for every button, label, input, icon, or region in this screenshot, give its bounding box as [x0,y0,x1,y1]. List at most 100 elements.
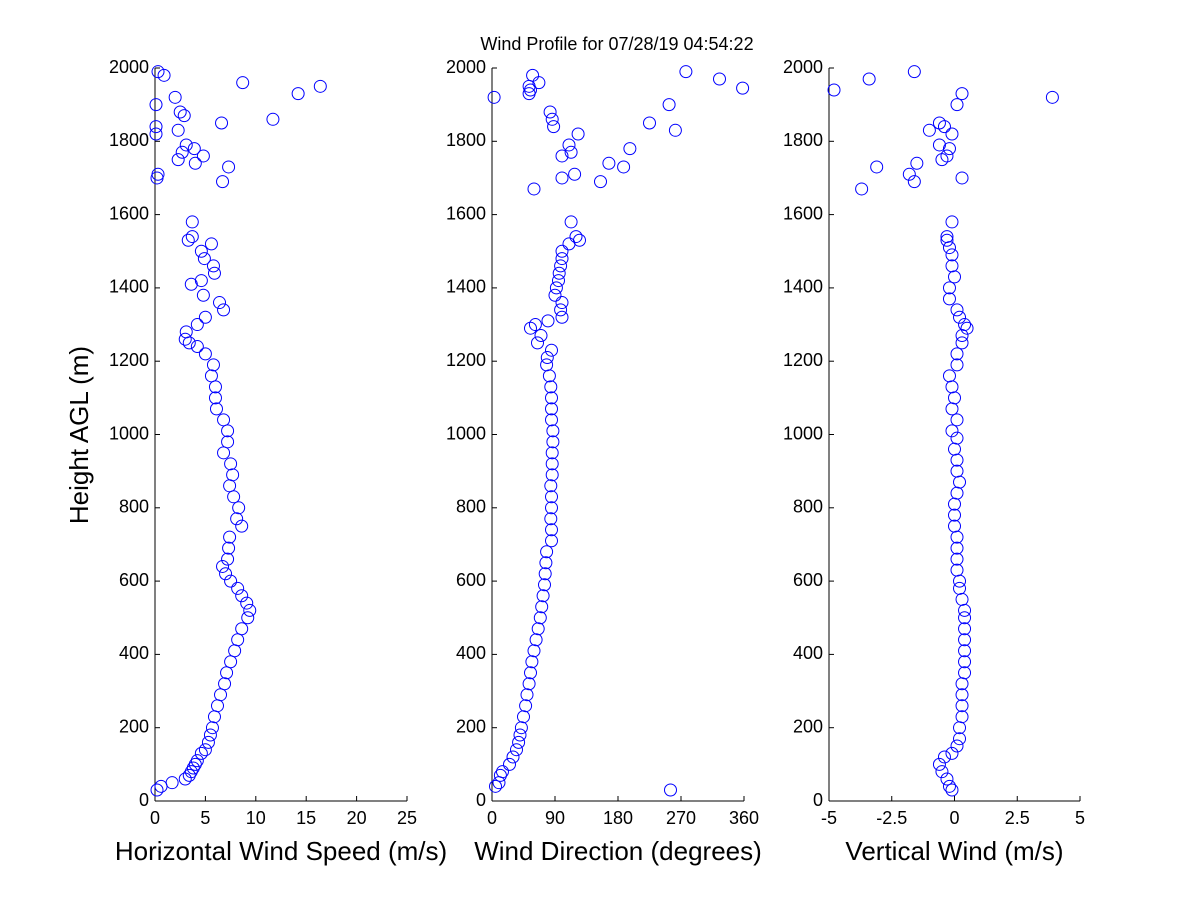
point [955,677,969,691]
point [178,772,192,786]
point [528,318,542,332]
point [958,611,972,625]
point [594,175,607,189]
point [203,728,217,742]
x-tick-label: 15 [296,808,316,828]
point [198,743,212,757]
point [942,369,956,383]
point [224,457,238,471]
point [220,666,234,680]
point [940,772,954,786]
point [235,519,249,533]
y-tick-label: 1000 [446,423,486,443]
point [222,541,236,555]
point [955,336,969,350]
point [503,757,516,771]
x-tick-label: 0 [487,808,497,828]
point [955,699,969,713]
point [533,611,547,625]
point [545,523,558,537]
point [215,116,229,130]
point [679,65,693,79]
point [175,145,189,159]
point [568,167,582,181]
point [538,578,551,592]
point [216,175,230,189]
point [154,779,168,793]
x-tick-label: 360 [729,808,759,828]
point [217,446,231,460]
point [948,270,961,284]
point [617,160,631,174]
point [543,105,557,119]
point [547,120,561,134]
point [953,721,967,735]
y-tick-label: 1600 [446,203,486,223]
point [206,358,220,372]
point [953,574,967,588]
point [522,677,536,691]
point [545,402,558,416]
point [527,182,541,196]
point [555,244,569,258]
x-tick-label: 10 [246,808,266,828]
point [955,592,969,606]
y-tick-label: 800 [119,497,149,517]
point [545,490,558,504]
y-tick-label: 0 [813,790,823,810]
point [173,105,187,119]
point [218,677,232,691]
point [552,266,566,280]
point [736,81,750,95]
point [950,98,964,112]
point [529,633,543,647]
point [545,413,558,427]
point [221,424,235,438]
chart-title: Wind Profile for 07/28/19 04:54:22 [480,34,753,54]
y-tick-label: 1200 [783,350,823,370]
y-tick-label: 1600 [109,203,149,223]
point [240,596,254,610]
point [536,589,550,603]
point [958,666,972,680]
point [313,79,327,93]
point [525,655,539,669]
point [150,783,164,797]
y-tick-label: 1400 [109,277,149,297]
point [541,314,555,328]
point [955,710,969,724]
point [623,142,637,156]
point [149,98,163,112]
point [185,230,199,244]
point [958,622,972,636]
point [545,446,559,460]
x-tick-label: 0 [150,808,160,828]
y-tick-label: 800 [456,497,486,517]
y-tick-label: 1200 [109,350,149,370]
point [548,288,562,302]
point [907,175,921,189]
point [236,76,250,90]
point [870,160,884,174]
point [531,336,544,350]
point [958,318,972,332]
point [210,699,224,713]
point [510,743,523,757]
point [955,171,969,185]
point [662,98,676,112]
y-tick-label: 1800 [783,130,823,150]
point [514,721,528,735]
point [937,750,951,764]
point [554,303,568,317]
point [545,468,559,482]
point [545,534,558,548]
point [231,581,245,595]
point [855,182,869,196]
point [230,512,244,526]
point [545,457,559,471]
x-tick-label: 0 [949,808,959,828]
point [188,757,202,771]
point [532,76,546,90]
y-tick-label: 1400 [783,277,823,297]
y-tick-label: 600 [119,570,149,590]
